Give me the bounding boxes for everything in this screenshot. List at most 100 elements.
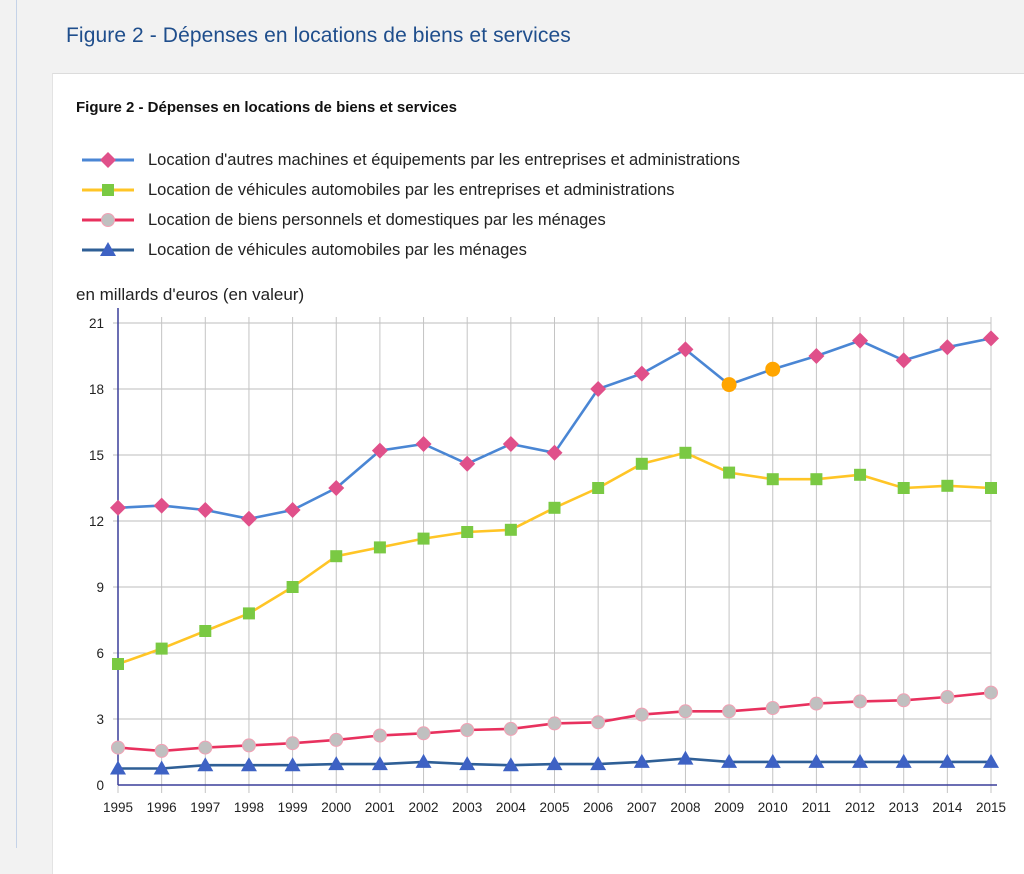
data-point-square xyxy=(461,526,474,538)
legend-diamond-marker-icon xyxy=(82,152,134,168)
data-point-diamond xyxy=(459,455,476,472)
data-point-circle xyxy=(809,696,824,711)
y-tick-label: 18 xyxy=(89,382,104,397)
y-tick-label: 15 xyxy=(89,448,104,463)
highlighted-point xyxy=(765,361,781,377)
legend-circle-marker-icon xyxy=(82,213,134,227)
data-point-triangle xyxy=(502,757,519,772)
legend-triangle-marker-icon xyxy=(82,242,134,256)
data-point-square xyxy=(155,642,168,655)
data-point-circle xyxy=(984,685,998,700)
y-tick-label: 12 xyxy=(89,514,104,529)
data-point-circle xyxy=(591,715,606,730)
data-point-diamond xyxy=(197,502,214,518)
legend-label: Location de biens personnels et domestiq… xyxy=(148,210,606,229)
x-tick-label: 2000 xyxy=(321,800,351,815)
data-point-triangle xyxy=(546,756,563,771)
legend-item-vehicules-entreprises[interactable]: Location de véhicules automobiles par le… xyxy=(82,175,740,205)
data-point-diamond xyxy=(110,499,126,516)
x-tick-label: 2009 xyxy=(714,800,744,815)
data-point-diamond xyxy=(328,480,345,496)
data-point-triangle xyxy=(808,753,825,768)
y-tick-label: 21 xyxy=(89,316,104,331)
x-tick-label: 2003 xyxy=(452,800,482,815)
legend-label: Location d'autres machines et équipement… xyxy=(148,150,740,169)
x-tick-label: 2015 xyxy=(976,800,1006,815)
data-point-triangle xyxy=(590,756,607,771)
chart-legend: Location d'autres machines et équipement… xyxy=(82,145,740,265)
x-tick-label: 1996 xyxy=(147,800,177,815)
data-point-square xyxy=(635,457,648,470)
x-tick-label: 2004 xyxy=(496,800,527,815)
data-point-circle xyxy=(896,693,911,708)
legend-item-vehicules-menages[interactable]: Location de véhicules automobiles par le… xyxy=(82,235,740,265)
legend-label: Location de véhicules automobiles par le… xyxy=(148,240,527,259)
data-point-diamond xyxy=(852,332,869,349)
data-point-circle xyxy=(285,736,300,751)
chart-axes xyxy=(117,308,997,786)
x-tick-label: 2008 xyxy=(670,800,700,815)
data-point-circle xyxy=(547,716,562,731)
data-point-diamond xyxy=(808,348,825,364)
y-tick-label: 9 xyxy=(96,580,104,595)
series-2 xyxy=(111,685,998,758)
data-point-square xyxy=(417,532,430,545)
data-point-circle xyxy=(853,694,868,709)
x-tick-label: 2001 xyxy=(365,800,395,815)
data-point-circle xyxy=(372,728,387,743)
series-1 xyxy=(112,446,997,670)
data-point-triangle xyxy=(852,753,869,768)
data-point-diamond xyxy=(633,365,650,382)
x-tick-label: 2006 xyxy=(583,800,613,815)
x-tick-label: 2012 xyxy=(845,800,875,815)
data-point-diamond xyxy=(983,330,999,347)
data-point-square xyxy=(286,581,299,593)
data-point-circle xyxy=(241,738,256,753)
data-point-circle xyxy=(416,726,431,741)
legend-item-machines[interactable]: Location d'autres machines et équipement… xyxy=(82,145,740,175)
data-point-square xyxy=(723,466,736,479)
data-point-square xyxy=(854,468,867,481)
data-point-triangle xyxy=(415,753,432,768)
page-title: Figure 2 - Dépenses en locations de bien… xyxy=(66,24,571,47)
data-point-triangle xyxy=(895,753,912,768)
x-tick-label: 2011 xyxy=(802,800,831,815)
data-point-triangle xyxy=(284,757,301,772)
page-left-rule xyxy=(16,0,17,848)
data-point-triangle xyxy=(240,757,257,772)
data-point-triangle xyxy=(459,756,476,771)
data-point-diamond xyxy=(677,341,694,358)
data-point-circle xyxy=(154,743,169,758)
legend-item-biens-menages[interactable]: Location de biens personnels et domestiq… xyxy=(82,205,740,235)
y-tick-label: 6 xyxy=(96,646,104,661)
data-point-triangle xyxy=(197,757,214,772)
data-point-square xyxy=(941,479,954,492)
x-tick-label: 2005 xyxy=(539,800,569,815)
data-point-diamond xyxy=(371,442,388,459)
data-point-diamond xyxy=(502,436,519,452)
series-3 xyxy=(110,750,999,775)
data-point-circle xyxy=(503,721,518,736)
data-point-triangle xyxy=(633,753,650,768)
x-tick-label: 2013 xyxy=(889,800,919,815)
data-point-triangle xyxy=(153,760,170,775)
legend-label: Location de véhicules automobiles par le… xyxy=(148,180,675,199)
data-point-circle xyxy=(940,690,955,704)
data-point-triangle xyxy=(328,756,345,771)
data-point-triangle xyxy=(939,753,956,768)
data-point-triangle xyxy=(110,760,126,775)
x-tick-label: 1995 xyxy=(103,800,133,815)
chart-tick-labels: 0 3 6 9 12 15 18 21 1995 1996 1997 1998 1999 2000 2001… xyxy=(89,316,1006,815)
data-point-circle xyxy=(678,704,693,719)
data-point-square xyxy=(199,625,212,637)
chart-title: Figure 2 - Dépenses en locations de bien… xyxy=(76,99,457,116)
x-tick-label: 2014 xyxy=(932,800,963,815)
data-point-diamond xyxy=(284,502,301,518)
data-point-triangle xyxy=(677,750,694,765)
data-point-square xyxy=(766,473,779,486)
data-point-circle xyxy=(111,740,125,755)
x-tick-label: 2002 xyxy=(409,800,439,815)
data-point-circle xyxy=(460,723,475,737)
data-point-square xyxy=(985,482,997,494)
data-point-triangle xyxy=(371,756,388,771)
